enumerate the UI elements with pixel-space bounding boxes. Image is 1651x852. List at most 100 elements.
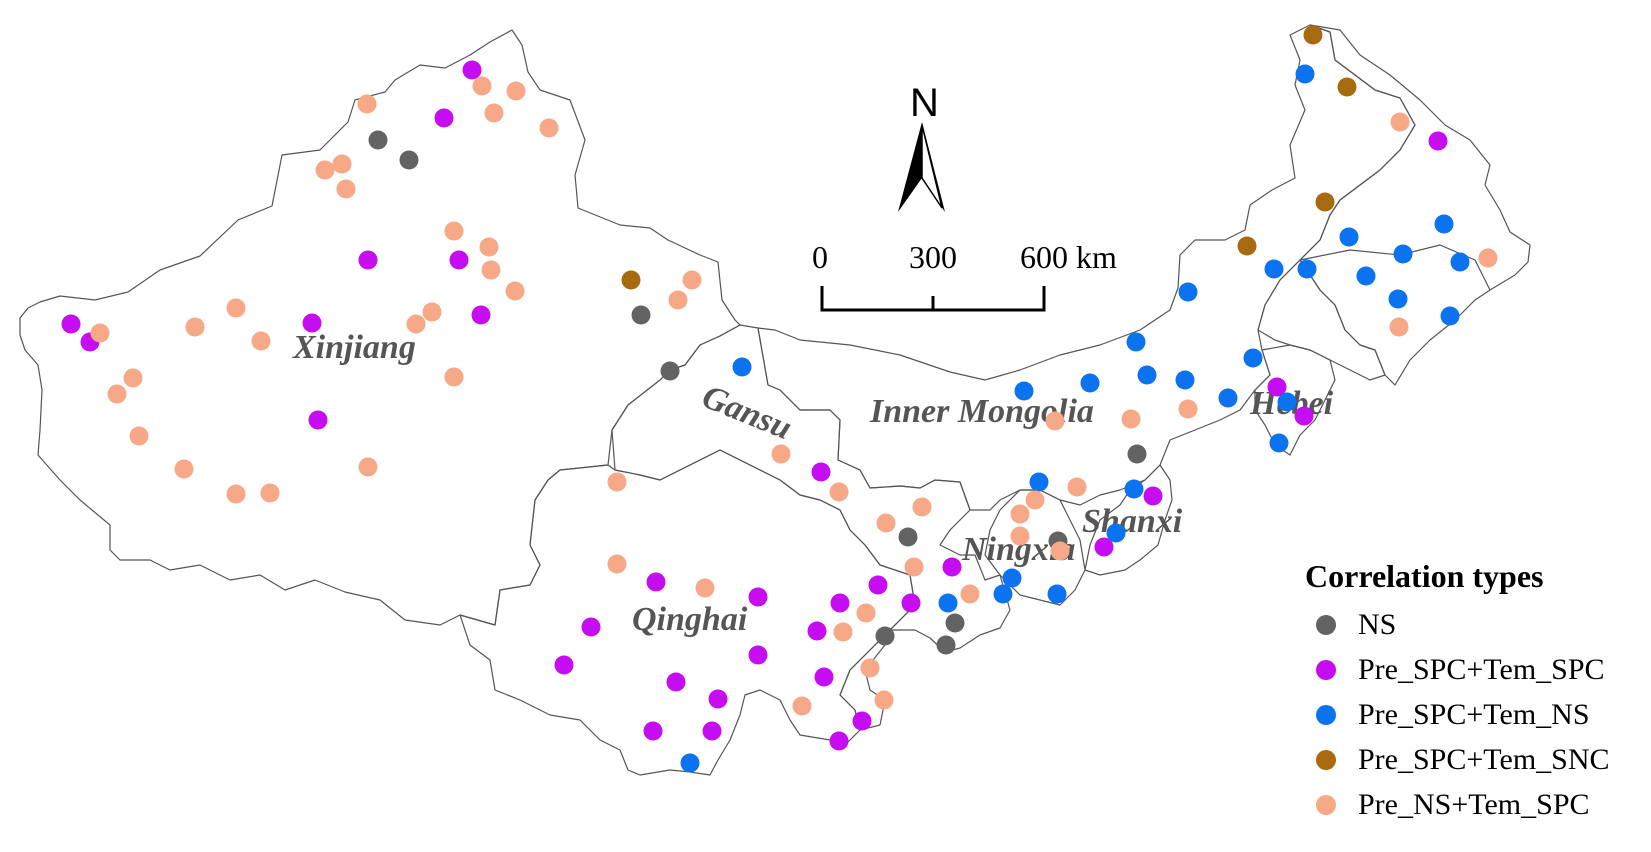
scale-bar-line [820, 286, 1046, 312]
station-point-pre-spc-tem-ns [1440, 306, 1460, 326]
legend-item-pre-spc-tem-ns: Pre_SPC+Tem_NS [1305, 692, 1645, 737]
station-point-pre-spc-tem-ns [993, 584, 1013, 604]
station-point-pre-spc-tem-spc [666, 672, 686, 692]
station-point-ns [368, 130, 388, 150]
station-point-pre-spc-tem-ns [1137, 365, 1157, 385]
station-point-pre-ns-tem-spc [695, 578, 715, 598]
station-point-pre-spc-tem-spc [811, 462, 831, 482]
station-point-pre-spc-tem-spc [708, 689, 728, 709]
station-point-pre-ns-tem-spc [1067, 477, 1087, 497]
station-point-pre-ns-tem-spc [1390, 112, 1410, 132]
station-point-pre-ns-tem-spc [874, 690, 894, 710]
station-point-pre-spc-tem-ns [1178, 282, 1198, 302]
legend-label-ns: NS [1358, 607, 1397, 641]
north-arrow: N [898, 81, 945, 212]
legend-swatch-pre-spc-tem-spc [1316, 659, 1336, 680]
station-point-pre-spc-tem-ns [680, 753, 700, 773]
station-point-pre-spc-tem-ns [1106, 523, 1126, 543]
station-point-pre-ns-tem-spc [682, 270, 702, 290]
station-point-pre-spc-tem-spc [554, 655, 574, 675]
station-point-ns [898, 527, 918, 547]
boundary-northeast [1299, 24, 1531, 386]
station-point-pre-ns-tem-spc [1010, 504, 1030, 524]
scale-bar: 0 300 600 km [812, 239, 1117, 312]
station-point-ns [399, 150, 419, 170]
station-point-pre-spc-tem-spc [449, 250, 469, 270]
station-point-pre-ns-tem-spc [856, 603, 876, 623]
station-point-pre-ns-tem-spc [336, 179, 356, 199]
legend-label-pre-spc-tem-ns: Pre_SPC+Tem_NS [1358, 697, 1590, 731]
station-point-pre-spc-tem-spc [471, 305, 491, 325]
station-point-pre-ns-tem-spc [792, 696, 812, 716]
station-point-pre-ns-tem-spc [129, 426, 149, 446]
station-point-pre-ns-tem-spc [226, 298, 246, 318]
station-point-pre-ns-tem-spc [90, 323, 110, 343]
station-point-pre-ns-tem-spc [860, 658, 880, 678]
station-point-pre-spc-tem-ns [1388, 289, 1408, 309]
station-point-pre-ns-tem-spc [1025, 490, 1045, 510]
station-point-pre-ns-tem-spc [833, 622, 853, 642]
station-point-pre-ns-tem-spc [607, 554, 627, 574]
scale-tick-300: 300 [909, 239, 957, 275]
station-point-pre-ns-tem-spc [1010, 526, 1030, 546]
station-point-pre-spc-tem-ns [1243, 348, 1263, 368]
station-point-pre-ns-tem-spc [1178, 399, 1198, 419]
station-point-pre-spc-tem-spc [901, 593, 921, 613]
station-point-pre-spc-tem-snc [1337, 77, 1357, 97]
station-point-pre-spc-tem-ns [1295, 64, 1315, 84]
legend-swatch-pre-spc-tem-ns [1316, 704, 1336, 725]
station-point-pre-ns-tem-spc [185, 317, 205, 337]
station-point-pre-spc-tem-spc [829, 731, 849, 751]
station-point-ns [631, 305, 651, 325]
station-point-pre-ns-tem-spc [607, 472, 627, 492]
station-point-pre-ns-tem-spc [1478, 248, 1498, 268]
station-point-pre-ns-tem-spc [876, 513, 896, 533]
station-point-pre-spc-tem-ns [1264, 259, 1284, 279]
station-point-pre-ns-tem-spc [479, 237, 499, 257]
station-point-ns [660, 361, 680, 381]
station-point-pre-ns-tem-spc [481, 260, 501, 280]
station-point-pre-ns-tem-spc [668, 290, 688, 310]
station-point-pre-ns-tem-spc [506, 81, 526, 101]
station-point-pre-ns-tem-spc [123, 368, 143, 388]
station-point-pre-spc-tem-ns [1218, 388, 1238, 408]
station-point-pre-spc-tem-snc [1237, 236, 1257, 256]
station-point-pre-spc-tem-spc [434, 108, 454, 128]
legend-swatch-pre-ns-tem-spc [1316, 794, 1336, 815]
legend-title: Correlation types [1305, 558, 1544, 594]
station-point-pre-spc-tem-ns [1014, 381, 1034, 401]
station-point-pre-spc-tem-snc [621, 270, 641, 290]
station-point-pre-spc-tem-ns [1297, 259, 1317, 279]
station-point-pre-ns-tem-spc [829, 482, 849, 502]
station-point-pre-spc-tem-spc [1428, 131, 1448, 151]
station-point-pre-ns-tem-spc [107, 384, 127, 404]
station-point-pre-ns-tem-spc [358, 457, 378, 477]
legend: Correlation types NS Pre_SPC+Tem_SPC Pre… [1305, 556, 1645, 827]
station-point-pre-spc-tem-spc [868, 575, 888, 595]
station-point-pre-spc-tem-ns [1434, 214, 1454, 234]
station-point-pre-spc-tem-ns [1047, 584, 1067, 604]
boundary-ningxia [984, 489, 1086, 606]
station-point-pre-spc-tem-spc [643, 721, 663, 741]
station-point-pre-spc-tem-ns [1126, 332, 1146, 352]
station-point-pre-spc-tem-ns [1175, 370, 1195, 390]
scale-tick-0: 0 [812, 239, 828, 275]
station-point-pre-spc-tem-spc [748, 587, 768, 607]
station-point-pre-ns-tem-spc [406, 314, 426, 334]
station-point-pre-spc-tem-ns [1029, 472, 1049, 492]
station-point-pre-spc-tem-ns [1450, 252, 1470, 272]
legend-item-pre-spc-tem-spc: Pre_SPC+Tem_SPC [1305, 647, 1645, 692]
station-point-pre-spc-tem-spc [942, 557, 962, 577]
station-point-pre-spc-tem-spc [1094, 537, 1114, 557]
station-point-pre-ns-tem-spc [1121, 409, 1141, 429]
boundary-shanxi [1084, 464, 1173, 576]
legend-swatch-pre-spc-tem-snc [1316, 749, 1336, 770]
station-point-pre-spc-tem-ns [1339, 227, 1359, 247]
station-point-pre-ns-tem-spc [251, 331, 271, 351]
station-point-pre-spc-tem-spc [1294, 406, 1314, 426]
station-point-pre-ns-tem-spc [904, 557, 924, 577]
station-points [61, 25, 1498, 773]
station-point-pre-spc-tem-spc [1143, 486, 1163, 506]
station-point-pre-spc-tem-spc [61, 314, 81, 334]
